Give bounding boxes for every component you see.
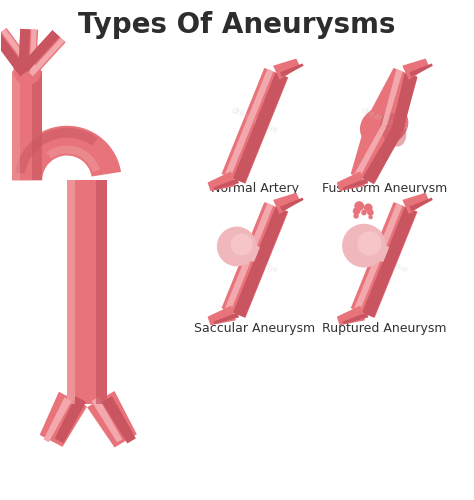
Polygon shape xyxy=(12,126,121,180)
Polygon shape xyxy=(15,128,98,174)
Polygon shape xyxy=(87,391,137,448)
Polygon shape xyxy=(208,306,236,326)
Polygon shape xyxy=(366,68,418,133)
Ellipse shape xyxy=(360,105,408,146)
Polygon shape xyxy=(280,64,303,77)
Polygon shape xyxy=(273,193,300,214)
Polygon shape xyxy=(213,178,239,190)
Polygon shape xyxy=(46,146,100,172)
Polygon shape xyxy=(67,180,107,404)
Text: Types Of Aneurysms: Types Of Aneurysms xyxy=(78,12,396,40)
Circle shape xyxy=(353,213,359,218)
Polygon shape xyxy=(44,398,72,442)
Polygon shape xyxy=(208,172,236,191)
Circle shape xyxy=(361,210,367,216)
Text: dreamstime: dreamstime xyxy=(359,245,409,274)
Circle shape xyxy=(353,207,360,215)
Polygon shape xyxy=(12,71,42,180)
Polygon shape xyxy=(337,306,365,326)
Polygon shape xyxy=(29,38,64,76)
Polygon shape xyxy=(225,69,273,178)
Circle shape xyxy=(357,232,382,256)
Polygon shape xyxy=(40,392,87,447)
Circle shape xyxy=(368,215,373,220)
Polygon shape xyxy=(402,193,429,214)
Polygon shape xyxy=(21,30,60,72)
Polygon shape xyxy=(233,72,288,184)
Polygon shape xyxy=(101,396,136,444)
Polygon shape xyxy=(351,202,418,318)
Polygon shape xyxy=(343,178,368,190)
Polygon shape xyxy=(363,128,402,184)
Circle shape xyxy=(364,204,373,212)
Polygon shape xyxy=(280,198,303,211)
Polygon shape xyxy=(221,68,288,184)
Polygon shape xyxy=(343,312,368,324)
Polygon shape xyxy=(273,58,300,80)
Text: dreamstime: dreamstime xyxy=(230,245,280,274)
Polygon shape xyxy=(29,30,37,72)
Polygon shape xyxy=(233,206,288,318)
Polygon shape xyxy=(362,206,417,318)
Polygon shape xyxy=(55,396,86,443)
Polygon shape xyxy=(0,32,28,76)
Text: Ruptured Aneurysm: Ruptured Aneurysm xyxy=(322,322,447,334)
Circle shape xyxy=(231,234,253,256)
Polygon shape xyxy=(351,118,401,184)
Circle shape xyxy=(217,226,256,266)
Polygon shape xyxy=(18,29,30,71)
Text: Fusiftorm Aneurysm: Fusiftorm Aneurysm xyxy=(321,182,447,196)
Polygon shape xyxy=(391,74,417,132)
Polygon shape xyxy=(221,202,288,318)
Polygon shape xyxy=(0,28,35,76)
Circle shape xyxy=(13,57,41,85)
Polygon shape xyxy=(409,64,433,77)
Text: Normal Artery: Normal Artery xyxy=(211,182,299,196)
Text: dreamstime: dreamstime xyxy=(230,106,280,136)
Polygon shape xyxy=(213,312,239,324)
Text: Saccular Aneurysm: Saccular Aneurysm xyxy=(194,322,316,334)
Polygon shape xyxy=(409,198,433,211)
Ellipse shape xyxy=(381,112,406,146)
Polygon shape xyxy=(18,29,38,72)
Polygon shape xyxy=(382,70,403,126)
Polygon shape xyxy=(232,236,260,262)
Polygon shape xyxy=(12,71,20,180)
Polygon shape xyxy=(96,180,107,404)
Polygon shape xyxy=(225,204,273,312)
Polygon shape xyxy=(32,71,42,180)
Polygon shape xyxy=(337,172,365,191)
Polygon shape xyxy=(21,30,66,77)
Polygon shape xyxy=(67,180,75,404)
Circle shape xyxy=(354,201,364,211)
Circle shape xyxy=(367,210,374,216)
Text: dreamstime: dreamstime xyxy=(359,106,409,136)
Polygon shape xyxy=(354,204,402,312)
Polygon shape xyxy=(354,124,386,178)
Polygon shape xyxy=(1,29,33,70)
Circle shape xyxy=(342,224,386,268)
Polygon shape xyxy=(91,397,122,442)
Polygon shape xyxy=(359,234,389,262)
Polygon shape xyxy=(402,58,429,80)
